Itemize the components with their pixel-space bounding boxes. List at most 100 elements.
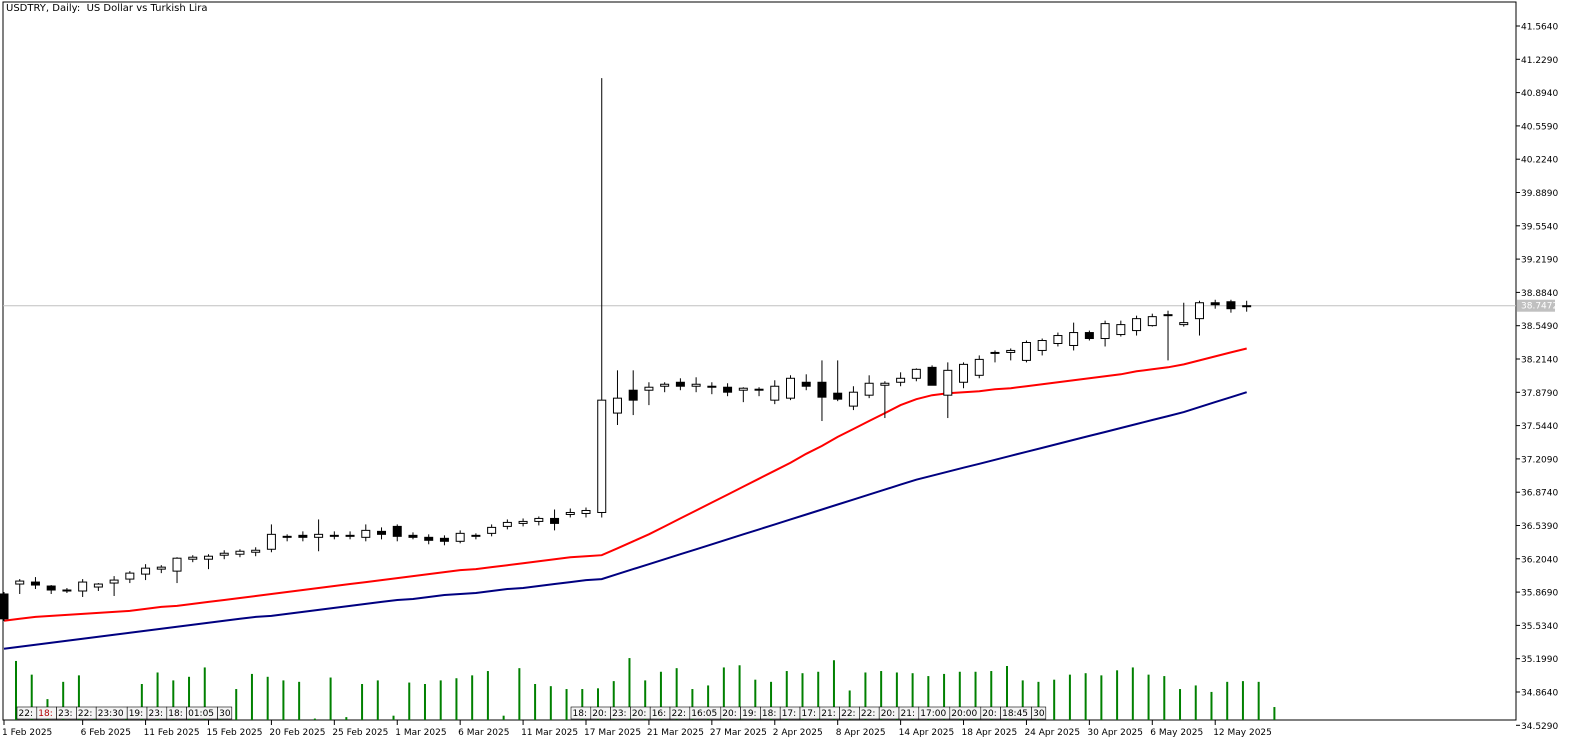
session-tag: 21: xyxy=(898,706,920,720)
candle-body xyxy=(219,552,229,556)
candle xyxy=(927,365,937,386)
candle xyxy=(62,588,72,593)
candle-body xyxy=(518,520,528,524)
candle-body xyxy=(392,525,402,537)
candle-body xyxy=(880,382,890,386)
candle xyxy=(361,524,371,542)
y-tick-label: 40.5590 xyxy=(1521,122,1558,132)
candle-body xyxy=(78,581,88,592)
candle xyxy=(502,519,512,530)
candle xyxy=(156,565,166,574)
session-tag-label: 18: xyxy=(38,709,52,719)
session-tag-label: 22: xyxy=(78,709,92,719)
candle-body xyxy=(974,358,984,376)
session-tag: 22: xyxy=(839,706,860,720)
price-axis: 41.5640 41.2290 40.8940 40.5590 40.2240 39.88… xyxy=(1516,23,1558,732)
candle xyxy=(1194,300,1204,336)
price-readout: 38.7472 xyxy=(1517,299,1558,312)
session-tag: 19: xyxy=(126,706,148,720)
candle-body xyxy=(188,556,198,560)
candle xyxy=(266,524,276,553)
y-tick-label: 39.8890 xyxy=(1521,189,1558,199)
candle-body xyxy=(990,351,1000,354)
y-tick-label: 38.5490 xyxy=(1521,322,1558,332)
x-tick-label: 17 Mar 2025 xyxy=(584,728,641,738)
candle-body xyxy=(235,550,245,555)
candle xyxy=(675,378,685,391)
candle xyxy=(1037,338,1047,356)
candle-body xyxy=(266,533,276,550)
candle xyxy=(738,387,748,403)
x-tick-label: 27 Mar 2025 xyxy=(710,728,767,738)
candle xyxy=(896,372,906,387)
candle-body xyxy=(581,509,591,514)
session-tag-label: 22: xyxy=(672,709,686,719)
description-label: US Dollar vs Turkish Lira xyxy=(86,3,208,14)
candle-body xyxy=(1163,314,1173,317)
y-tick-label: 41.5640 xyxy=(1521,23,1558,33)
candle-body xyxy=(644,386,654,391)
candle-body xyxy=(738,387,748,391)
session-tag: 18: xyxy=(166,706,187,720)
x-tick-label: 21 Mar 2025 xyxy=(647,728,704,738)
candle-body xyxy=(314,533,324,538)
candle-body xyxy=(15,580,25,585)
session-tag-label: 23: xyxy=(612,709,626,719)
candle-body xyxy=(329,534,339,537)
candle xyxy=(612,370,622,426)
candle xyxy=(880,381,890,419)
session-tag-label: 01:05 xyxy=(188,709,214,719)
candle-body xyxy=(471,534,481,537)
x-tick-label: 25 Feb 2025 xyxy=(332,728,388,738)
candle xyxy=(188,555,198,563)
y-tick-label: 36.8740 xyxy=(1521,489,1558,499)
candle-body xyxy=(1194,302,1204,320)
session-tag: 19: xyxy=(740,706,761,720)
candle xyxy=(801,374,811,391)
candle-body xyxy=(597,399,607,513)
candle-body xyxy=(109,579,119,584)
session-tag-label: 20: xyxy=(632,709,646,719)
x-tick-label: 8 Apr 2025 xyxy=(836,728,886,738)
candle xyxy=(691,377,701,393)
candle xyxy=(424,534,434,545)
session-tag-label: 22: xyxy=(841,709,855,719)
candle xyxy=(1053,332,1063,347)
candle-body xyxy=(1006,349,1016,353)
candle-body xyxy=(691,383,701,387)
symbol-label: USDTRY xyxy=(6,3,46,14)
session-tag-label: 18:45 xyxy=(1002,709,1028,719)
y-tick-label: 37.5440 xyxy=(1521,422,1558,432)
candle-body xyxy=(282,535,292,538)
session-tag-label: 18: xyxy=(762,709,776,719)
candle xyxy=(314,519,324,552)
candle xyxy=(487,524,497,537)
session-tag-label: 21: xyxy=(821,709,835,719)
candle xyxy=(754,387,764,397)
candle-body xyxy=(565,511,575,515)
candles xyxy=(0,78,1252,621)
x-tick-label: 14 Apr 2025 xyxy=(899,728,955,738)
candle-body xyxy=(502,521,512,527)
candle xyxy=(833,360,843,402)
candle xyxy=(78,579,88,597)
candle-body xyxy=(30,581,40,586)
session-tag: 17: xyxy=(779,706,801,720)
candle xyxy=(1147,313,1157,327)
y-tick-label: 34.8640 xyxy=(1521,689,1558,699)
x-tick-label: 2 Apr 2025 xyxy=(773,728,823,738)
session-tag: 20: xyxy=(980,706,1001,720)
session-tag-label: 20: xyxy=(722,709,736,719)
session-tag-label: 16: xyxy=(652,709,666,719)
x-tick-label: 18 Apr 2025 xyxy=(962,728,1018,738)
candle xyxy=(235,549,245,558)
candle xyxy=(172,557,182,584)
x-tick-label: 1 Mar 2025 xyxy=(395,728,446,738)
candle xyxy=(817,360,827,422)
session-tag: 30 xyxy=(217,706,233,720)
candle-body xyxy=(817,381,827,398)
candle xyxy=(203,554,213,570)
x-tick-label: 6 Feb 2025 xyxy=(81,728,131,738)
candle-body xyxy=(298,534,308,538)
